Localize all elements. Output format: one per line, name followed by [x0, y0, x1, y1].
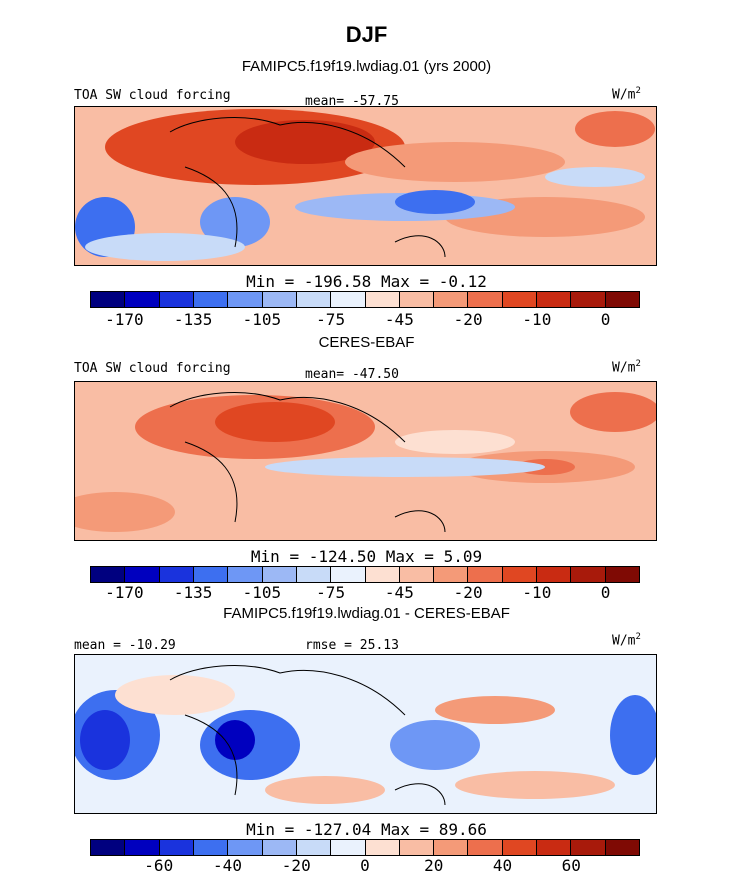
colorbar-swatch: [91, 840, 126, 855]
colorbar-swatch: [159, 292, 194, 307]
colorbar-swatch: [502, 840, 538, 855]
colorbar-swatch: [159, 840, 194, 855]
colorbar-tick-label: 0: [360, 856, 370, 875]
colorbar-tick-label: -105: [242, 310, 282, 329]
colorbar-tick-label: 0: [600, 583, 611, 602]
colorbar-tick-label: -40: [213, 856, 242, 875]
colorbar-tick-label: -45: [384, 583, 414, 602]
colorbar-swatch: [537, 567, 572, 582]
panel2-units: W/m2: [612, 359, 641, 376]
colorbar-swatch: [468, 840, 503, 855]
panel2-colorbar-ticks: -170 -135 -105 -75 -45 -20 -10 0: [90, 583, 640, 603]
colorbar-swatch: [125, 840, 160, 855]
colorbar-swatch: [331, 567, 366, 582]
colorbar-tick-label: -105: [242, 583, 282, 602]
colorbar-swatch: [434, 567, 469, 582]
colorbar-tick-label: -20: [281, 856, 311, 875]
colorbar-tick-label: -75: [316, 310, 346, 329]
colorbar-tick-label: 40: [492, 856, 513, 875]
colorbar-tick-label: 0: [600, 310, 611, 329]
panel2-label: TOA SW cloud forcing: [74, 361, 231, 376]
colorbar-tick-label: 60: [561, 856, 581, 875]
colorbar-swatch: [296, 292, 332, 307]
colorbar-tick-label: -20: [453, 583, 483, 602]
figure-subtitle: FAMIPC5.f19f19.lwdiag.01 (yrs 2000): [241, 58, 492, 75]
colorbar-swatch: [537, 840, 572, 855]
colorbar-tick-label: -170: [105, 310, 144, 329]
panel2-header: CERES-EBAF: [318, 334, 415, 351]
panel1-colorbar-ticks: -170 -135 -105 -75 -45 -20 -10 0: [90, 310, 640, 330]
colorbar-swatch: [193, 567, 229, 582]
panel1-mean: mean= -57.75: [305, 94, 399, 109]
colorbar-swatch: [434, 292, 469, 307]
colorbar-swatch: [193, 292, 229, 307]
colorbar-swatch: [262, 840, 297, 855]
colorbar-tick-label: -170: [105, 583, 144, 602]
panel2-mean: mean= -47.50: [305, 367, 399, 382]
colorbar-swatch: [399, 292, 435, 307]
panel2-field: [75, 382, 656, 540]
colorbar-swatch: [605, 840, 639, 855]
panel1-minmax: Min = -196.58 Max = -0.12: [246, 272, 487, 291]
colorbar-tick-label: -10: [522, 583, 552, 602]
panel1-colorbar: [90, 291, 640, 308]
colorbar-swatch: [605, 292, 639, 307]
panel3-mean: mean = -10.29: [74, 638, 176, 653]
colorbar-swatch: [434, 840, 469, 855]
colorbar-swatch: [296, 567, 332, 582]
panel2-minmax: Min = -124.50 Max = 5.09: [250, 547, 483, 566]
colorbar-swatch: [228, 292, 263, 307]
panel1-units: W/m2: [612, 86, 641, 103]
panel3-rmse: rmse = 25.13: [305, 638, 399, 653]
colorbar-tick-label: -135: [173, 583, 213, 602]
colorbar-swatch: [537, 292, 572, 307]
panel3-minmax: Min = -127.04 Max = 89.66: [246, 820, 487, 839]
colorbar-swatch: [571, 840, 606, 855]
colorbar-tick-label: 20: [424, 856, 444, 875]
colorbar-swatch: [365, 840, 400, 855]
panel3-colorbar-ticks: -60 -40 -20 0 20 40 60: [90, 856, 640, 876]
colorbar-tick-label: -45: [384, 310, 414, 329]
colorbar-swatch: [502, 292, 538, 307]
colorbar-swatch: [296, 840, 332, 855]
panel1-label: TOA SW cloud forcing: [74, 88, 231, 103]
colorbar-swatch: [91, 567, 126, 582]
colorbar-swatch: [331, 292, 366, 307]
colorbar-swatch: [502, 567, 538, 582]
colorbar-swatch: [159, 567, 194, 582]
colorbar-swatch: [365, 567, 400, 582]
colorbar-tick-label: -135: [173, 310, 213, 329]
panel3-header: FAMIPC5.f19f19.lwdiag.01 - CERES-EBAF: [223, 605, 510, 622]
panel3-colorbar: [90, 839, 640, 856]
colorbar-swatch: [571, 292, 606, 307]
colorbar-swatch: [468, 292, 503, 307]
colorbar-swatch: [331, 840, 366, 855]
colorbar-tick-label: -10: [522, 310, 552, 329]
colorbar-swatch: [605, 567, 639, 582]
colorbar-swatch: [262, 567, 297, 582]
colorbar-swatch: [125, 567, 160, 582]
colorbar-tick-label: -75: [316, 583, 346, 602]
colorbar-swatch: [262, 292, 297, 307]
colorbar-tick-label: -20: [453, 310, 483, 329]
colorbar-swatch: [399, 567, 435, 582]
colorbar-swatch: [193, 840, 229, 855]
panel3-map: [74, 654, 657, 814]
figure-title: DJF: [345, 22, 388, 47]
panel3-field: [75, 655, 656, 813]
colorbar-swatch: [399, 840, 435, 855]
panel2-colorbar: [90, 566, 640, 583]
colorbar-swatch: [571, 567, 606, 582]
colorbar-swatch: [125, 292, 160, 307]
colorbar-swatch: [468, 567, 503, 582]
panel1-field: [75, 107, 656, 265]
colorbar-swatch: [228, 840, 263, 855]
panel2-map: [74, 381, 657, 541]
panel1-map: [74, 106, 657, 266]
colorbar-swatch: [91, 292, 126, 307]
colorbar-swatch: [365, 292, 400, 307]
panel3-units: W/m2: [612, 632, 641, 649]
colorbar-tick-label: -60: [144, 856, 174, 875]
colorbar-swatch: [228, 567, 263, 582]
